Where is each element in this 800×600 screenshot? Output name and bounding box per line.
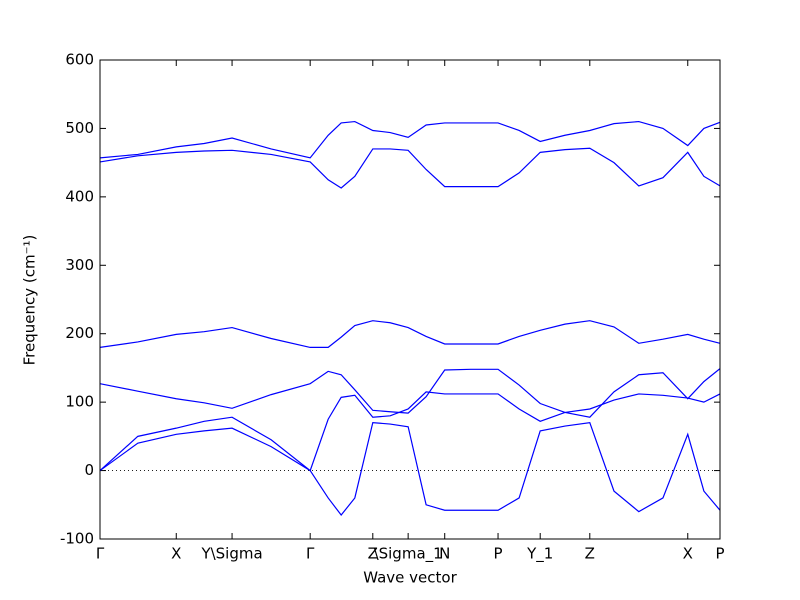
x-tick-label: P (715, 545, 724, 563)
y-tick-label: 0 (84, 461, 94, 479)
x-tick-label: X (683, 545, 693, 563)
band-line (99, 391, 721, 472)
y-tick-label: -100 (60, 530, 94, 548)
x-tick-label: Y\Sigma (200, 545, 262, 563)
x-tick-label: \Sigma_1 (374, 545, 443, 564)
y-tick-label: 600 (65, 51, 94, 69)
x-axis-label: Wave vector (363, 569, 457, 587)
x-tick-label: N (439, 545, 450, 563)
x-tick-label: Z (368, 545, 378, 563)
y-axis-label: Frequency (cm⁻¹) (21, 235, 39, 366)
x-tick-label: Γ (96, 545, 105, 563)
y-tick-label: 300 (65, 256, 94, 274)
y-tick-label: 500 (65, 119, 94, 137)
plot-frame (99, 59, 721, 540)
band-line (99, 147, 721, 189)
y-tick-label: 100 (65, 393, 94, 411)
x-tick-label: Y_1 (526, 545, 553, 564)
band-line (99, 120, 721, 159)
y-tick-label: 400 (65, 187, 94, 205)
x-tick-label: P (494, 545, 503, 563)
x-tick-label: Z (585, 545, 595, 563)
x-tick-label: X (171, 545, 181, 563)
band-line (99, 422, 721, 517)
band-line (99, 320, 721, 348)
band-line (99, 368, 721, 418)
y-tick-label: 200 (65, 324, 94, 342)
x-tick-label: Γ (306, 545, 315, 563)
